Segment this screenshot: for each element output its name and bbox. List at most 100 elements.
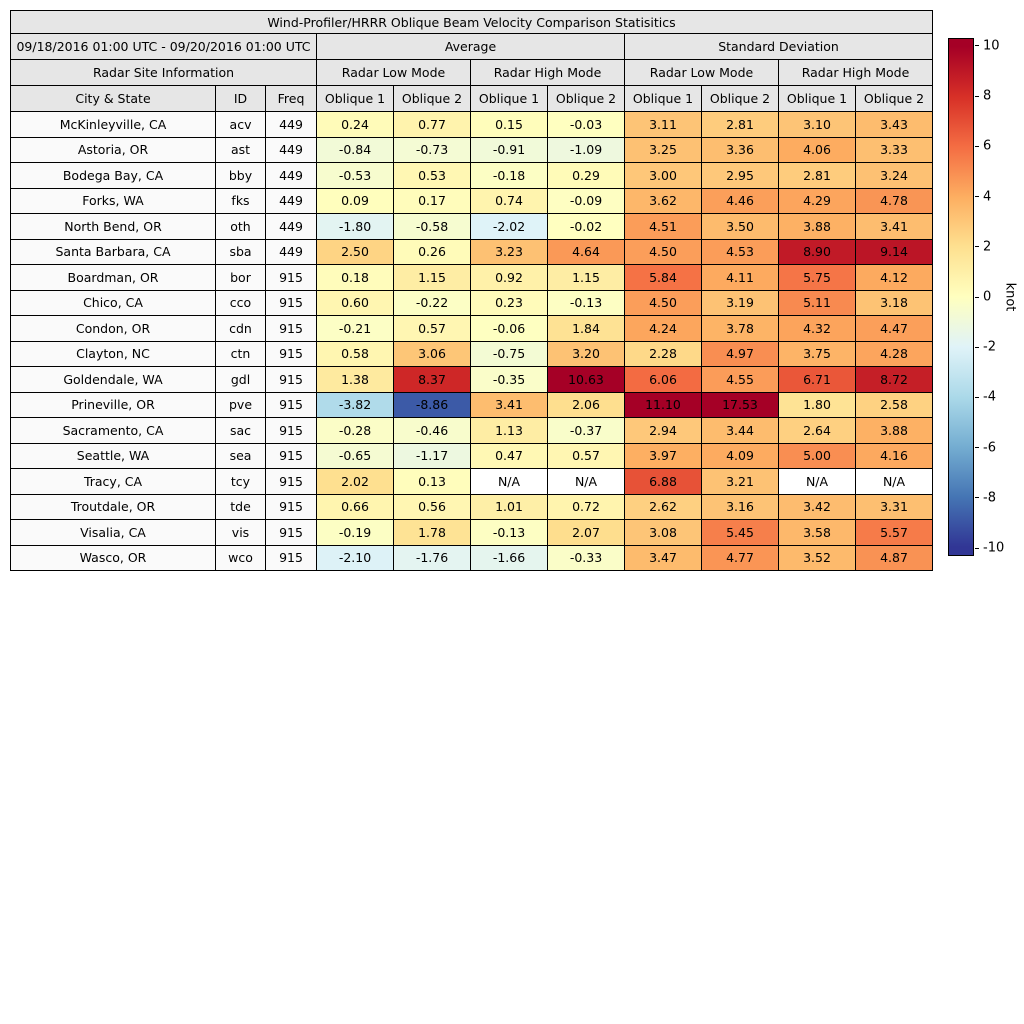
colorbar-tick-mark: [975, 447, 979, 449]
value-cell: 2.58: [854, 391, 934, 418]
value-cell: 0.17: [393, 187, 471, 214]
city-cell: Troutdale, OR: [10, 493, 216, 520]
freq-cell: 915: [265, 519, 317, 546]
value-cell: 3.97: [624, 442, 702, 469]
col-header-city-state: City & State: [10, 85, 216, 112]
table-row: Prineville, OR pve 915 -3.82 -8.86 3.41 2.06 11…: [10, 391, 934, 418]
value-cell: 2.64: [778, 417, 856, 444]
value-cell: 4.50: [624, 289, 702, 316]
value-cell: -8.86: [393, 391, 471, 418]
value-cell: -0.06: [470, 315, 548, 342]
value-cell: 3.47: [624, 544, 702, 571]
city-cell: Prineville, OR: [10, 391, 216, 418]
city-cell: Chico, CA: [10, 289, 216, 316]
site-id-cell: wco: [215, 544, 266, 571]
value-cell: -0.21: [316, 315, 394, 342]
table-row: Astoria, OR ast 449 -0.84 -0.73 -0.91 -1.09 3.2…: [10, 136, 934, 163]
value-cell: 3.88: [778, 213, 856, 240]
value-cell: 0.13: [393, 468, 471, 495]
value-cell: 0.18: [316, 264, 394, 291]
value-cell: 4.24: [624, 315, 702, 342]
value-cell: 3.24: [854, 162, 934, 189]
value-cell: 3.78: [701, 315, 779, 342]
value-cell: 3.00: [624, 162, 702, 189]
value-cell: 2.02: [316, 468, 394, 495]
value-cell: 3.18: [854, 289, 934, 316]
value-cell: 6.06: [624, 366, 702, 393]
city-cell: Santa Barbara, CA: [10, 238, 216, 265]
value-cell: -0.84: [316, 136, 394, 163]
value-cell: 8.37: [393, 366, 471, 393]
value-cell: 5.57: [854, 519, 934, 546]
mode-header-std-high: Radar High Mode: [777, 59, 934, 86]
value-cell: 0.24: [316, 111, 394, 138]
table-row: Sacramento, CA sac 915 -0.28 -0.46 1.13 -0.37 2…: [10, 417, 934, 444]
freq-cell: 915: [265, 468, 317, 495]
site-id-cell: bby: [215, 162, 266, 189]
value-cell: -0.03: [547, 111, 625, 138]
value-cell: 3.52: [778, 544, 856, 571]
table-row: Forks, WA fks 449 0.09 0.17 0.74 -0.09 3.62 4.46…: [10, 187, 934, 214]
value-cell: 4.16: [854, 442, 934, 469]
value-cell: 2.50: [316, 238, 394, 265]
site-id-cell: sea: [215, 442, 266, 469]
city-cell: Astoria, OR: [10, 136, 216, 163]
colorbar-tick-label: 0: [983, 289, 992, 305]
colorbar-gradient: [948, 38, 974, 556]
table-row: Chico, CA cco 915 0.60 -0.22 0.23 -0.13 4.50 3.1…: [10, 289, 934, 316]
value-cell: 9.14: [854, 238, 934, 265]
value-cell: -0.73: [393, 136, 471, 163]
colorbar-tick-label: -10: [983, 540, 1005, 556]
value-cell: 3.43: [854, 111, 934, 138]
colorbar-tick-mark: [975, 396, 979, 398]
value-cell: 2.81: [778, 162, 856, 189]
city-cell: Wasco, OR: [10, 544, 216, 571]
site-id-cell: bor: [215, 264, 266, 291]
comparison-table: Wind-Profiler/HRRR Oblique Beam Velocity…: [9, 10, 934, 571]
value-cell: 3.44: [701, 417, 779, 444]
value-cell: -1.66: [470, 544, 548, 571]
col-header-avg-high-oblique2: Oblique 2: [547, 85, 625, 112]
value-cell: 0.15: [470, 111, 548, 138]
mode-header-avg-low: Radar Low Mode: [316, 59, 471, 86]
value-cell: 3.10: [778, 111, 856, 138]
city-cell: Goldendale, WA: [10, 366, 216, 393]
freq-cell: 449: [265, 111, 317, 138]
value-cell: 3.06: [393, 340, 471, 367]
value-cell: 5.11: [778, 289, 856, 316]
value-cell: 1.84: [547, 315, 625, 342]
value-cell: 4.12: [854, 264, 934, 291]
colorbar-tick-label: 4: [983, 189, 992, 205]
value-cell: 2.62: [624, 493, 702, 520]
value-cell: 0.77: [393, 111, 471, 138]
city-cell: Clayton, NC: [10, 340, 216, 367]
colorbar-tick-mark: [975, 346, 979, 348]
col-header-avg-low-oblique2: Oblique 2: [393, 85, 471, 112]
table-row: Tracy, CA tcy 915 2.02 0.13 N/A N/A 6.88 3.21 N/A…: [10, 468, 934, 495]
value-cell: 1.15: [393, 264, 471, 291]
colorbar-tick-mark: [975, 547, 979, 549]
value-cell: 17.53: [701, 391, 779, 418]
value-cell: -1.09: [547, 136, 625, 163]
value-cell: -0.13: [547, 289, 625, 316]
value-cell: 2.94: [624, 417, 702, 444]
city-cell: Sacramento, CA: [10, 417, 216, 444]
colorbar-tick-mark: [975, 497, 979, 499]
value-cell: N/A: [854, 468, 934, 495]
colorbar-tick-mark: [975, 296, 979, 298]
value-cell: 4.77: [701, 544, 779, 571]
table-row: Troutdale, OR tde 915 0.66 0.56 1.01 0.72 2.62 3…: [10, 493, 934, 520]
value-cell: -1.76: [393, 544, 471, 571]
site-id-cell: acv: [215, 111, 266, 138]
col-header-std-high-oblique2: Oblique 2: [854, 85, 934, 112]
colorbar-tick-mark: [975, 246, 979, 248]
value-cell: 4.47: [854, 315, 934, 342]
value-cell: 1.38: [316, 366, 394, 393]
colorbar-tick-mark: [975, 145, 979, 147]
value-cell: -3.82: [316, 391, 394, 418]
value-cell: 8.90: [778, 238, 856, 265]
value-cell: -1.17: [393, 442, 471, 469]
value-cell: 3.50: [701, 213, 779, 240]
value-cell: 2.07: [547, 519, 625, 546]
freq-cell: 915: [265, 289, 317, 316]
